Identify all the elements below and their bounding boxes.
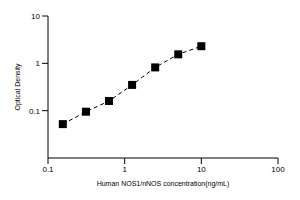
svg-text:1: 1 bbox=[122, 165, 127, 174]
svg-text:Human NOS1/nNOS concentration(: Human NOS1/nNOS concentration(ng/mL) bbox=[97, 180, 230, 188]
svg-text:Optical Density: Optical Density bbox=[14, 63, 22, 111]
svg-text:1: 1 bbox=[36, 59, 41, 68]
svg-text:10: 10 bbox=[197, 165, 206, 174]
svg-text:0.1: 0.1 bbox=[42, 165, 54, 174]
svg-text:10: 10 bbox=[31, 12, 40, 21]
svg-text:0.1: 0.1 bbox=[29, 107, 41, 116]
svg-text:100: 100 bbox=[271, 165, 285, 174]
